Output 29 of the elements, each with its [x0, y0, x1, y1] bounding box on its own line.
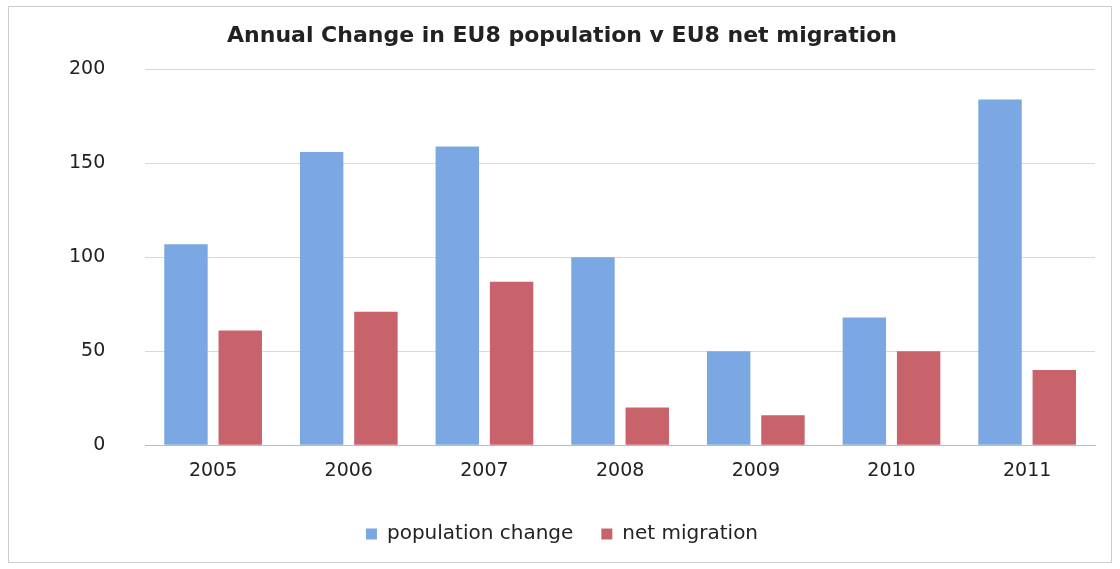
y-tick-label: 200: [69, 56, 106, 79]
y-tick-label: 100: [69, 244, 106, 267]
bar: [571, 257, 615, 445]
legend-label: population change: [386, 520, 574, 545]
bar: [896, 351, 941, 445]
bar: [842, 317, 887, 445]
bar: [354, 311, 398, 445]
x-tick-label: 2010: [867, 457, 916, 480]
bar: [761, 415, 805, 445]
x-tick-label: 2007: [460, 457, 509, 480]
bar: [706, 351, 751, 445]
bar: [435, 146, 480, 445]
legend-label: net migration: [622, 520, 759, 545]
x-tick-label: 2009: [731, 457, 780, 480]
x-tick-label: 2011: [1002, 457, 1052, 480]
bar: [1032, 370, 1077, 445]
y-tick-label: 0: [93, 432, 106, 455]
bar: [164, 244, 208, 445]
bar: [299, 152, 344, 445]
x-tick-label: 2008: [595, 457, 645, 480]
bar: [978, 99, 1022, 445]
bar: [218, 330, 262, 445]
y-tick-label: 50: [81, 338, 106, 361]
x-tick-label: 2006: [324, 457, 373, 480]
chart-title: Annual Change in EU8 population v EU8 net migration: [227, 21, 897, 47]
bar: [625, 407, 669, 445]
bar: [489, 281, 534, 445]
y-tick-label: 150: [69, 150, 106, 173]
x-tick-label: 2005: [188, 457, 238, 480]
